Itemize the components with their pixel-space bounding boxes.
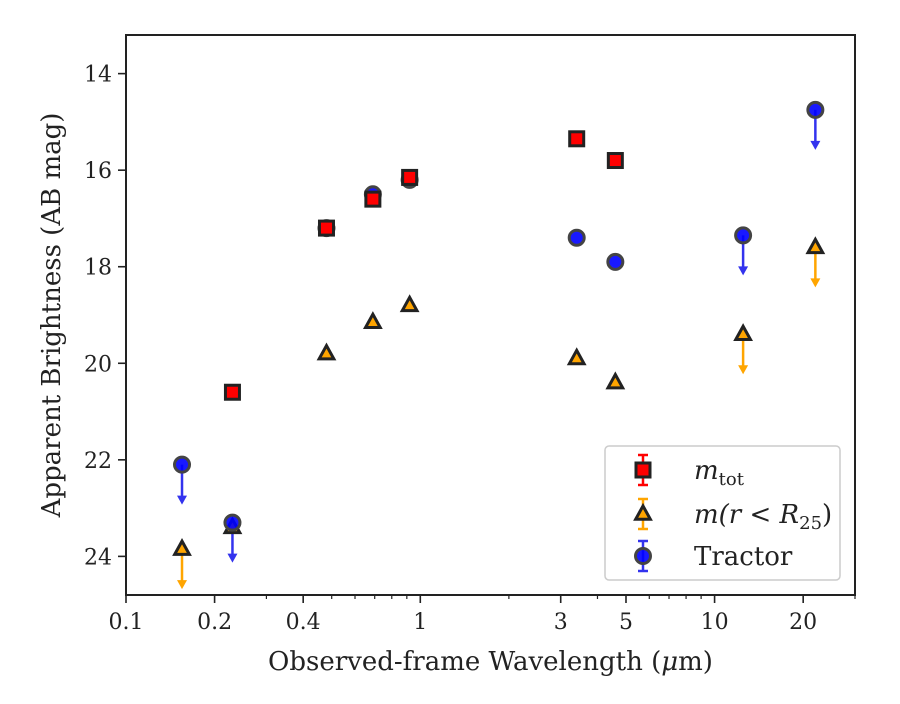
point-triangle [362,311,383,329]
legend-label: m(r < R25) [694,500,832,534]
point-circle [606,252,625,271]
upper-limit-arrow-head [177,495,188,505]
legend: mtot m(r < R25) Tractor [604,445,841,581]
y-axis-label: Apparent Brightness (AB mag) [37,113,67,519]
x-tick-label: 0.2 [197,610,232,635]
x-axis-label-prefix: Observed-frame Wavelength ( [268,647,661,677]
legend-marker-circle [634,547,652,565]
legend-marker-square [634,461,652,479]
y-tick-label: 20 [84,352,112,377]
point-circle [734,226,753,245]
point-triangle [733,323,753,342]
upper-limit-arrow-head [810,140,821,150]
point-square [401,168,419,186]
x-axis-label: Observed-frame Wavelength (μm) [268,647,713,677]
upper-limit-arrow-head [738,365,749,375]
y-tick-label: 14 [84,63,112,88]
legend-label-main: m(r < R [694,500,799,530]
x-tick-label: 10 [701,610,729,635]
y-tick-label: 24 [84,545,112,570]
y-tick-label: 22 [84,449,112,474]
point-triangle [316,342,337,361]
legend-label: Tractor [694,542,793,572]
upper-limit-arrow-head [177,580,188,590]
point-square [568,130,586,148]
legend-marker-triangle [633,502,653,521]
point-square [223,383,241,401]
plot-frame [125,34,856,596]
legend-label-main: m [694,456,719,486]
x-axis-label-unit-rest: m) [678,647,713,677]
point-triangle [172,537,192,556]
point-circle [806,100,825,119]
legend-label-main: Tractor [694,542,793,572]
x-tick-label: 3 [554,610,568,635]
upper-limit-arrow-head [738,266,749,276]
legend-label-close: ) [822,500,832,530]
y-tick-label: 16 [84,159,112,184]
upper-limit-arrow-head [227,553,238,563]
point-circle [567,228,586,247]
x-tick-label: 5 [619,610,633,635]
point-square [606,152,624,170]
x-tick-label: 0.4 [286,610,321,635]
x-axis-label-unit-greek: μ [661,647,678,677]
legend-label-subscript: 25 [799,513,822,534]
x-tick-label: 1 [413,610,427,635]
legend-label-subscript: tot [719,469,745,490]
x-tick-label: 20 [789,610,817,635]
x-tick-label: 0.1 [109,610,144,635]
legend-box [604,445,841,581]
point-triangle [805,236,826,255]
point-circle [223,513,242,532]
axis-ticks: 0.1 0.2 0.4 1 3 5 10 20 14 16 18 20 22 24 [84,63,856,635]
point-circle [173,455,192,474]
y-tick-label: 18 [84,256,112,281]
data-marks [172,100,826,590]
point-triangle [605,371,626,390]
point-triangle [399,294,420,313]
point-square [364,190,382,208]
point-triangle [566,347,587,366]
legend-label: mtot [694,456,745,490]
upper-limit-arrow-head [810,278,821,288]
point-square [317,219,335,237]
